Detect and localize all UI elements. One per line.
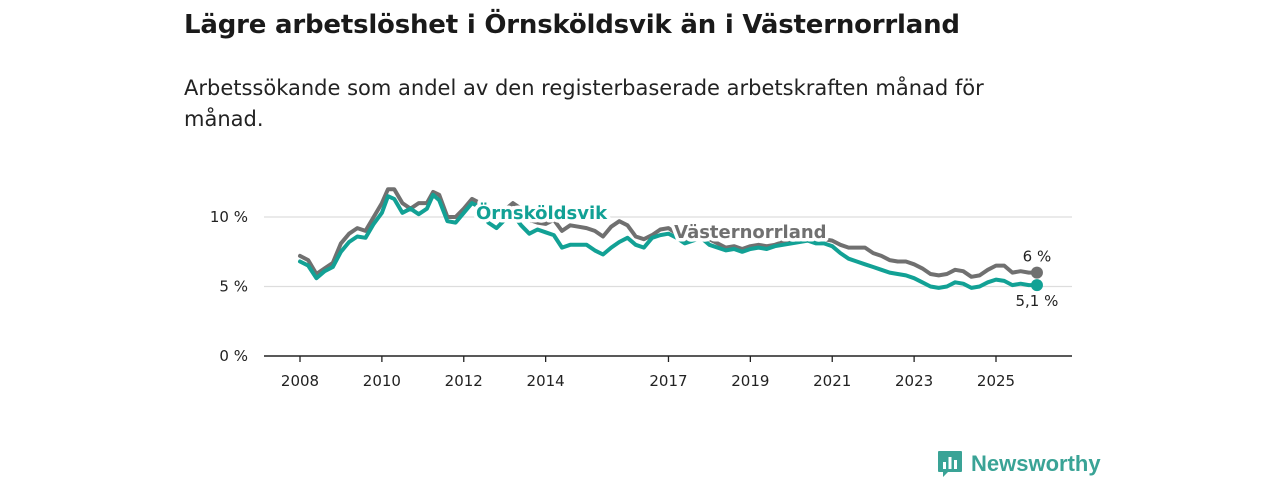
x-tick-label: 2012 [445,372,483,390]
series-label-ornskoldsvik: Örnsköldsvik [476,202,608,224]
chart-title: Lägre arbetslöshet i Örnsköldsvik än i V… [184,10,960,40]
x-tick-label: 2025 [977,372,1015,390]
x-tick-label: 2021 [813,372,851,390]
series-end-point-vasternorrland [1030,266,1043,279]
series-lines [298,187,1043,292]
x-tick-label: 2008 [281,372,319,390]
brand-logo[interactable]: Newsworthy [937,448,1101,480]
end-value-label-vasternorrland: 6 % [1023,248,1052,266]
series-label-vasternorrland: Västernorrland [674,222,826,243]
chart-subtitle: Arbetssökande som andel av den registerb… [184,76,984,131]
axes: 0 % 5 % 10 % 2008 2010 2012 2014 2017 2019 2021 20… [210,208,1072,390]
x-tick-label: 2017 [649,372,687,390]
series-line-vasternorrland [298,187,1039,279]
series-end-point-ornskoldsvik [1030,279,1043,292]
x-tick-label: 2010 [363,372,401,390]
bar-chart-speech-bubble-icon [938,451,962,477]
x-tick-label: 2014 [527,372,565,390]
series-line-ornskoldsvik [298,192,1039,290]
x-tick-label: 2023 [895,372,933,390]
brand-name: Newsworthy [971,451,1101,476]
end-value-label-ornskoldsvik: 5,1 % [1015,292,1058,310]
series-labels: Örnsköldsvik Västernorrland 6 % 5,1 % [472,199,1060,313]
y-tick-label: 0 % [219,347,248,365]
y-tick-label: 5 % [219,278,248,296]
x-tick-label: 2019 [731,372,769,390]
y-tick-label: 10 % [210,208,248,226]
